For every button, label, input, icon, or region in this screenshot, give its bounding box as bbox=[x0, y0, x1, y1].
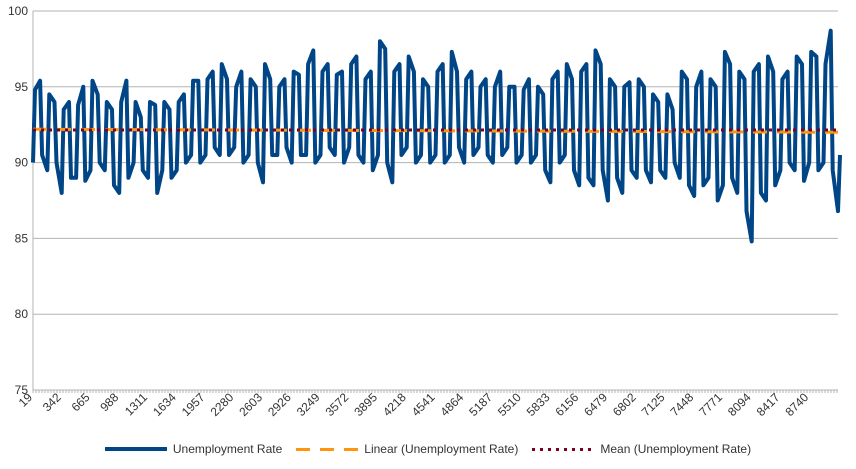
legend-swatch-mean bbox=[532, 447, 595, 451]
x-tick-label: 4864 bbox=[438, 390, 467, 419]
x-tick-label: 8094 bbox=[725, 390, 754, 419]
x-tick-label: 5187 bbox=[466, 390, 495, 419]
x-tick-label: 8417 bbox=[754, 390, 783, 419]
x-tick-label: 7125 bbox=[639, 390, 668, 419]
x-tick-label: 988 bbox=[97, 390, 121, 414]
x-tick-label: 5510 bbox=[495, 390, 524, 419]
x-tick-label: 6156 bbox=[553, 390, 582, 419]
x-tick-label: 4541 bbox=[409, 390, 438, 419]
x-tick-label: 8740 bbox=[783, 390, 812, 419]
y-tick-label: 85 bbox=[15, 231, 29, 245]
y-tick-label: 100 bbox=[8, 4, 28, 18]
legend-label-unemployment: Unemployment Rate bbox=[172, 442, 283, 456]
legend-swatch-unemployment bbox=[104, 447, 167, 451]
x-tick-label: 6802 bbox=[610, 390, 639, 419]
x-tick-label: 2926 bbox=[265, 390, 294, 419]
y-axis-ticks: 75 80 85 90 95 100 bbox=[8, 4, 28, 397]
x-tick-label: 7771 bbox=[696, 390, 725, 419]
legend-item-linear: Linear (Unemployment Rate) bbox=[296, 442, 518, 456]
x-tick-label: 2280 bbox=[208, 390, 237, 419]
x-axis-ticks: 19 342 665 988 1311 1634 1957 2280 2603 2926 3249 3… bbox=[16, 390, 838, 419]
x-tick-label: 665 bbox=[69, 390, 93, 414]
y-tick-label: 75 bbox=[15, 383, 29, 397]
series-layer bbox=[31, 28, 842, 244]
x-tick-label: 342 bbox=[40, 390, 64, 414]
legend-label-mean: Mean (Unemployment Rate) bbox=[600, 442, 752, 456]
x-tick-label: 1957 bbox=[179, 390, 208, 419]
x-tick-label: 3572 bbox=[323, 390, 352, 419]
legend-label-linear: Linear (Unemployment Rate) bbox=[364, 442, 519, 456]
y-tick-label: 80 bbox=[15, 307, 29, 321]
x-tick-label: 4218 bbox=[380, 390, 409, 419]
legend-item-mean: Mean (Unemployment Rate) bbox=[532, 442, 751, 456]
x-tick-label: 3249 bbox=[294, 390, 323, 419]
x-tick-label: 6479 bbox=[581, 390, 610, 419]
x-tick-label: 1311 bbox=[122, 390, 150, 418]
y-tick-label: 95 bbox=[15, 80, 29, 94]
x-tick-label: 1634 bbox=[150, 390, 179, 419]
legend-item-unemployment: Unemployment Rate bbox=[104, 442, 283, 456]
series-unemployment-rate bbox=[31, 28, 842, 244]
x-tick-label: 7448 bbox=[668, 390, 697, 419]
x-tick-label: 3895 bbox=[351, 390, 380, 419]
legend-swatch-linear bbox=[296, 447, 359, 451]
x-tick-label: 5833 bbox=[524, 390, 553, 419]
y-tick-label: 90 bbox=[15, 156, 29, 170]
x-tick-label: 2603 bbox=[236, 390, 265, 419]
legend: Unemployment Rate Linear (Unemployment R… bbox=[0, 438, 856, 460]
